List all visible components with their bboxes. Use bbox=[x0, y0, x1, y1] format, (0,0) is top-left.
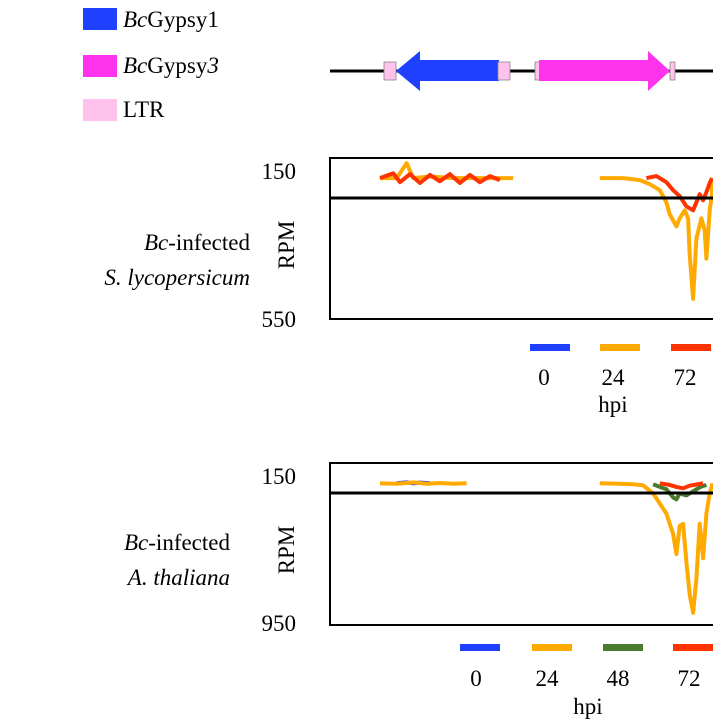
hpi-legend: 0 24 48 72 hpi bbox=[460, 644, 713, 719]
hpi-bar-0 bbox=[530, 344, 570, 351]
panel-a-thaliana: Bc-infected A. thaliana RPM 150 950 0 24… bbox=[124, 462, 713, 719]
hpi-bar-72 bbox=[673, 644, 713, 651]
ltr-box-2 bbox=[497, 61, 511, 81]
y-tick-top: 150 bbox=[262, 464, 297, 489]
hpi-label-24: 24 bbox=[602, 365, 626, 390]
hpi-bar-24 bbox=[600, 344, 640, 351]
legend-swatch-bcgypsy1 bbox=[83, 8, 117, 30]
coverage-trace-24hpi-1 bbox=[599, 176, 713, 301]
y-tick-top: 150 bbox=[262, 159, 297, 184]
coverage-trace-48hpi-0 bbox=[652, 482, 708, 502]
legend-label-bcgypsy1: BcGypsy1 bbox=[123, 7, 219, 32]
y-axis-label: RPM bbox=[274, 221, 299, 270]
coverage-trace-72hpi-1 bbox=[646, 174, 713, 213]
bcgypsy3-arrow bbox=[539, 51, 670, 91]
hpi-bar-48 bbox=[603, 644, 643, 651]
plot-frame bbox=[329, 157, 713, 320]
species-label: A. thaliana bbox=[126, 565, 230, 590]
legend-swatch-bcgypsy3 bbox=[83, 55, 117, 77]
hpi-bar-0 bbox=[460, 644, 500, 651]
plot-frame bbox=[329, 462, 713, 626]
coverage-trace-24hpi-1 bbox=[599, 481, 713, 615]
sample-label: Bc-infected bbox=[124, 530, 230, 555]
hpi-label-72: 72 bbox=[678, 666, 701, 691]
hpi-bar-24 bbox=[532, 644, 572, 651]
hpi-label-48: 48 bbox=[607, 666, 630, 691]
y-tick-bottom: 950 bbox=[262, 611, 297, 636]
legend: BcGypsy1 BcGypsy3 LTR bbox=[83, 7, 219, 122]
gene-model bbox=[330, 51, 713, 91]
hpi-bar-72 bbox=[671, 344, 711, 351]
hpi-legend: 0 24 72 hpi bbox=[530, 344, 711, 417]
coverage-trace-72hpi-0 bbox=[379, 171, 501, 185]
ltr-box-4 bbox=[669, 61, 676, 81]
legend-label-bcgypsy3: BcGypsy3 bbox=[123, 53, 219, 78]
coverage-trace-24hpi-0 bbox=[379, 480, 467, 486]
coverage-trace-72hpi-0 bbox=[659, 481, 704, 491]
species-label: S. lycopersicum bbox=[104, 265, 250, 290]
legend-label-ltr: LTR bbox=[123, 97, 165, 122]
chart-marks bbox=[379, 161, 713, 301]
hpi-label-72: 72 bbox=[674, 365, 697, 390]
ltr-box-1 bbox=[383, 61, 397, 81]
hpi-label-0: 0 bbox=[470, 666, 482, 691]
x-axis-label: hpi bbox=[573, 694, 602, 719]
y-axis-label: RPM bbox=[274, 526, 299, 575]
sample-label: Bc-infected bbox=[144, 230, 250, 255]
legend-swatch-ltr bbox=[83, 99, 117, 121]
bcgypsy1-arrow bbox=[396, 51, 499, 91]
chart-marks bbox=[379, 480, 713, 615]
hpi-label-0: 0 bbox=[538, 365, 550, 390]
panel-s-lycopersicum: Bc-infected S. lycopersicum RPM 150 550 … bbox=[104, 157, 713, 417]
y-tick-bottom: 550 bbox=[262, 307, 297, 332]
hpi-label-24: 24 bbox=[536, 666, 560, 691]
x-axis-label: hpi bbox=[598, 392, 627, 417]
